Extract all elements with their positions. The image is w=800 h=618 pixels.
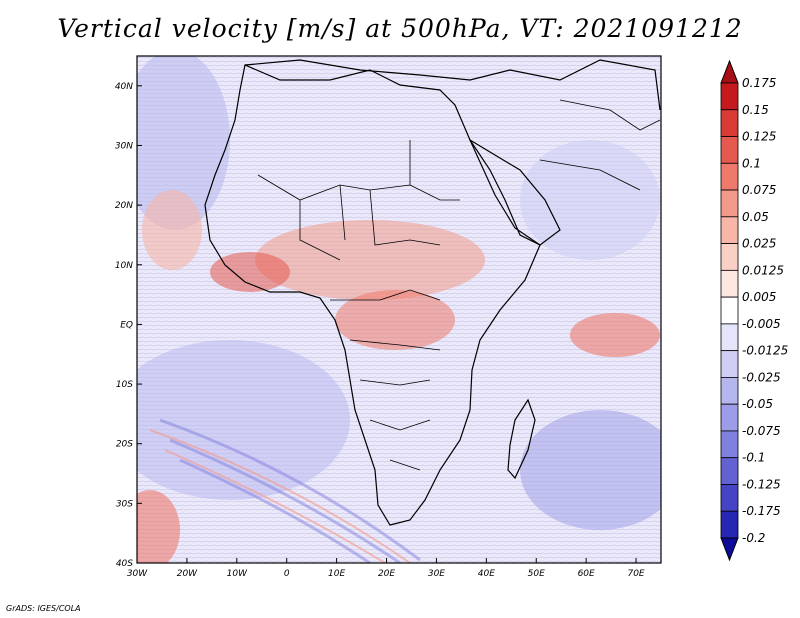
velocity-field [137,56,661,563]
y-tick-label: 40N [115,82,133,92]
colorbar-label: -0.05 [742,397,773,411]
y-tick-label: 10N [115,261,133,271]
x-axis: 30W 20W 10W 0 10E 20E 30E 40E 50E 60E 70E [127,558,645,579]
arabia-coastline [468,138,561,246]
red-region-atlantic [142,190,202,270]
colorbar-label: -0.005 [742,317,781,331]
x-tick-label: 10E [328,569,345,579]
colorbar-segment [720,350,739,378]
colorbar-label: 0.005 [742,290,776,304]
colorbar-label: 0.175 [742,76,776,90]
coastlines [204,59,661,526]
colorbar-label: -0.025 [742,370,781,384]
grads-credit: GrADS: IGES/COLA [6,604,81,613]
colorbar-max-arrow [720,59,739,84]
colorbar-label: 0.15 [742,103,769,117]
colorbar-label: 0.025 [742,237,776,251]
colorbar-label: -0.0125 [742,344,788,358]
europe-coastline [244,59,661,111]
colorbar-segment [720,510,739,539]
colorbar-label: -0.175 [742,504,781,518]
country-borders [257,99,661,471]
colorbar-segment [720,136,739,164]
blue-region-sw-atlantic [137,340,350,500]
red-region-sahel [255,220,485,300]
y-tick-label: EQ [120,320,133,330]
x-tick-label: 60E [578,569,595,579]
y-axis: 40N 30N 20N 10N EQ 10S 20S 30S 40S [115,82,142,569]
colorbar-label: 0.05 [742,210,769,224]
africa-coastline [204,64,541,526]
colorbar-label: -0.2 [742,531,765,545]
colorbar-label: 0.0125 [742,263,784,277]
y-tick-label: 20S [116,440,133,450]
chart-title: Vertical velocity [m/s] at 500hPa, VT: 2… [57,14,743,43]
y-tick-label: 30S [116,499,133,509]
colorbar-label: 0.075 [742,183,776,197]
x-tick-label: 0 [284,569,290,579]
colorbar-min-arrow [720,537,739,562]
colorbar-segment [720,457,739,485]
x-tick-label: 40E [478,569,495,579]
y-tick-label: 10S [116,380,133,390]
red-region-congo [335,290,455,350]
y-tick-label: 30N [115,141,133,151]
x-tick-label: 30E [428,569,445,579]
colorbar-label: -0.1 [742,451,765,465]
red-region-east-indian [570,313,660,357]
colorbar-segment [720,484,739,512]
colorbar-segment [720,82,739,111]
plot-frame [136,55,662,564]
colorbar-label: -0.075 [742,424,781,438]
x-tick-label: 50E [528,569,545,579]
colorbar-segment [720,323,739,352]
x-tick-label: 70E [627,569,644,579]
colorbar-segment [720,403,739,432]
colorbar-segment [720,162,739,191]
blue-region-indian-ocean [520,410,661,530]
colorbar-segment [720,216,739,244]
red-region-gulf-guinea [210,252,290,292]
colorbar-segment [720,377,739,405]
colorbar-label: 0.1 [742,156,761,170]
x-tick-label: 20E [378,569,395,579]
colorbar-segment [720,269,739,298]
y-tick-label: 40S [116,559,133,569]
red-streaks-south-atlantic [149,429,411,563]
x-tick-label: 20W [177,569,198,579]
y-tick-label: 20N [115,201,133,211]
colorbar-segment [720,296,739,325]
colorbar-segment [720,109,739,137]
blue-streaks-south-atlantic [159,418,421,563]
x-tick-label: 10W [227,569,248,579]
x-tick-label: 30W [127,569,148,579]
colorbar-label: -0.125 [742,477,781,491]
blue-region-arabian-sea [520,140,660,260]
colorbar-segment [720,430,739,459]
colorbar-segment [720,189,739,218]
blue-region-nw-atlantic [137,56,230,230]
colorbar-label: 0.125 [742,130,776,144]
colorbar-segment [720,243,739,271]
red-region-southeast [137,490,180,563]
madagascar-coastline [507,398,536,480]
plot-area [136,55,662,564]
colorbar: 0.175 0.15 0.125 0.1 0.075 0.05 0.025 0.0125 0.0… [720,59,788,562]
